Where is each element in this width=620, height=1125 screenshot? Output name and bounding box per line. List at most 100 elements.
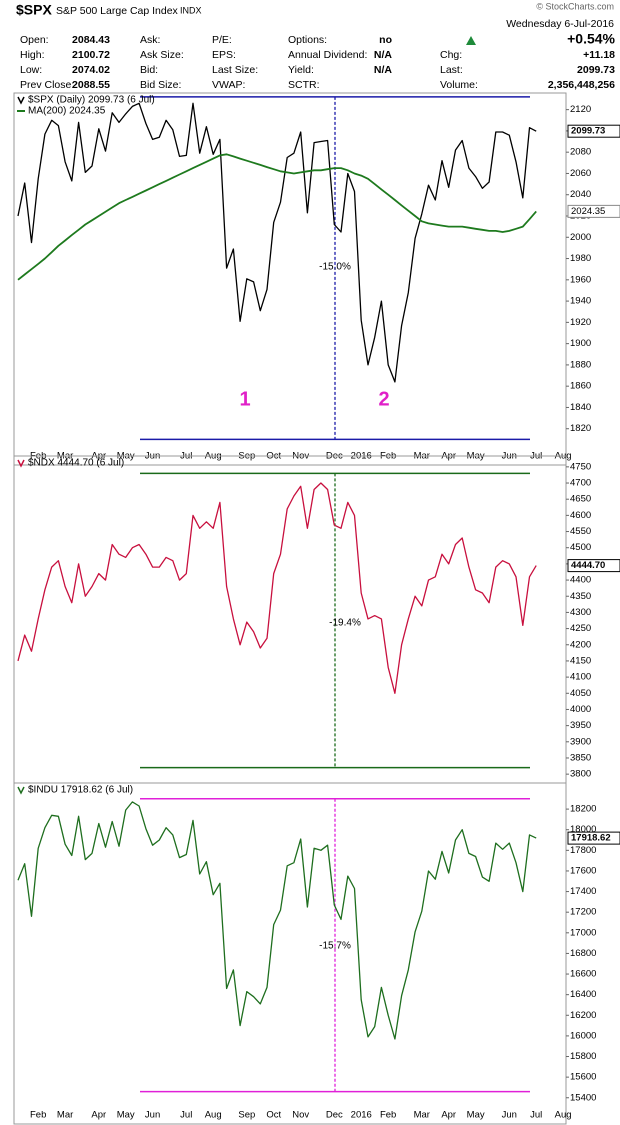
legend-label: $INDU 17918.62 (6 Jul) (28, 785, 133, 796)
annotation: 2 (378, 388, 389, 410)
y-tick-label: 2060 (570, 168, 591, 179)
annotation: -19.4% (329, 618, 361, 629)
y-tick-label: 16600 (570, 969, 596, 980)
quote-label: P/E: (212, 34, 232, 46)
last-price-tag (567, 831, 620, 845)
y-tick-label: 1860 (570, 381, 591, 392)
quote-label: Bid Size: (140, 79, 181, 91)
x-tick-label: Mar (57, 1110, 73, 1121)
y-tick-label: 1880 (570, 359, 591, 370)
quote-value: 2100.72 (72, 49, 110, 61)
legend-label: $SPX (Daily) 2099.73 (6 Jul) (28, 95, 155, 106)
y-tick-label: 1980 (570, 253, 591, 264)
quote-label: Open: (20, 34, 49, 46)
quote-label: Annual Dividend: (288, 49, 367, 61)
y-tick-label: 3800 (570, 769, 591, 780)
quote-value: N/A (374, 49, 393, 61)
y-tick-label: 4050 (570, 688, 591, 699)
y-tick-label: 17800 (570, 845, 596, 856)
x-tick-label: Aug (205, 1110, 222, 1121)
y-tick-label: 17400 (570, 886, 596, 897)
y-tick-label: 4000 (570, 704, 591, 715)
quote-label: Volume: (440, 79, 478, 91)
y-tick-label: 16000 (570, 1030, 596, 1041)
last-price-tag (567, 124, 620, 138)
quote-value: 2,356,448,256 (548, 79, 615, 91)
y-tick-label: 16200 (570, 1010, 596, 1021)
x-tick-label: Feb (380, 1110, 396, 1121)
quote-label: SCTR: (288, 79, 320, 91)
up-arrow (466, 36, 476, 45)
y-tick-label: 4650 (570, 494, 591, 505)
legend-label: $NDX 4444.70 (6 Jul) (28, 458, 124, 469)
price-line (17, 482, 537, 694)
y-tick-label: 4750 (570, 461, 591, 472)
y-tick-label: 1840 (570, 402, 591, 413)
quote-label: Last Size: (212, 64, 258, 76)
x-tick-label: Jul (180, 1110, 192, 1121)
x-tick-label: Dec (326, 1110, 343, 1121)
annotation: 1 (239, 388, 250, 410)
price-line (17, 102, 537, 383)
legend-glyph (17, 786, 25, 795)
y-tick-label: 2080 (570, 147, 591, 158)
index-name: S&P 500 Large Cap Index (56, 5, 179, 17)
quote-label: Prev Close: (20, 79, 74, 91)
quote-value: 2084.43 (72, 34, 110, 46)
annotation: -15.7% (319, 941, 351, 952)
last-price-label: 4444.70 (571, 560, 605, 571)
y-tick-label: 4600 (570, 510, 591, 521)
x-tick-label: Jul (530, 1110, 542, 1121)
quote-label: EPS: (212, 49, 236, 61)
last-price-tag (567, 559, 620, 573)
y-tick-label: 1900 (570, 338, 591, 349)
symbol: $SPX (16, 2, 52, 18)
quote-date: Wednesday 6-Jul-2016 (506, 18, 614, 30)
quote-value: +11.18 (583, 49, 615, 61)
last-price-label: 2024.35 (571, 206, 605, 217)
x-tick-label: Apr (441, 1110, 456, 1121)
quote-label: Bid: (140, 64, 158, 76)
legend-glyph (17, 459, 25, 468)
y-tick-label: 15800 (570, 1051, 596, 1062)
y-tick-label: 2000 (570, 232, 591, 243)
y-tick-label: 1920 (570, 317, 591, 328)
y-tick-label: 3950 (570, 720, 591, 731)
y-tick-label: 4300 (570, 607, 591, 618)
quote-label: Last: (440, 64, 463, 76)
last-price-label: 17918.62 (571, 833, 611, 844)
quote-label: VWAP: (212, 79, 245, 91)
quote-label: Ask Size: (140, 49, 184, 61)
x-tick-label: 2016 (351, 1110, 372, 1121)
y-tick-label: 4500 (570, 542, 591, 553)
x-tick-label: Nov (292, 1110, 309, 1121)
price-line (17, 153, 537, 281)
quote-value: 2074.02 (72, 64, 110, 76)
watermark: © StockCharts.com (536, 1, 614, 11)
quote-value: +0.54% (567, 31, 615, 47)
annotation: -15.0% (319, 262, 351, 273)
x-tick-label: Mar (414, 1110, 430, 1121)
x-tick-label: May (117, 1110, 135, 1121)
y-tick-label: 18000 (570, 824, 596, 835)
y-tick-label: 16800 (570, 948, 596, 959)
y-tick-label: 2040 (570, 189, 591, 200)
x-tick-label: Sep (238, 1110, 255, 1121)
x-tick-label: Aug (555, 1110, 572, 1121)
y-tick-label: 18200 (570, 804, 596, 815)
y-tick-label: 16400 (570, 989, 596, 1000)
quote-label: Low: (20, 64, 42, 76)
y-tick-label: 4400 (570, 575, 591, 586)
x-tick-label: Apr (91, 1110, 106, 1121)
quote-value: N/A (374, 64, 393, 76)
x-tick-label: Oct (266, 1110, 281, 1121)
last-price-label: 2099.73 (571, 126, 605, 137)
quote-label: Ask: (140, 34, 160, 46)
y-tick-label: 1820 (570, 423, 591, 434)
y-tick-label: 17600 (570, 865, 596, 876)
legend-glyph (17, 96, 25, 105)
quote-value: 2088.55 (72, 79, 110, 91)
quote-value: no (379, 34, 392, 46)
